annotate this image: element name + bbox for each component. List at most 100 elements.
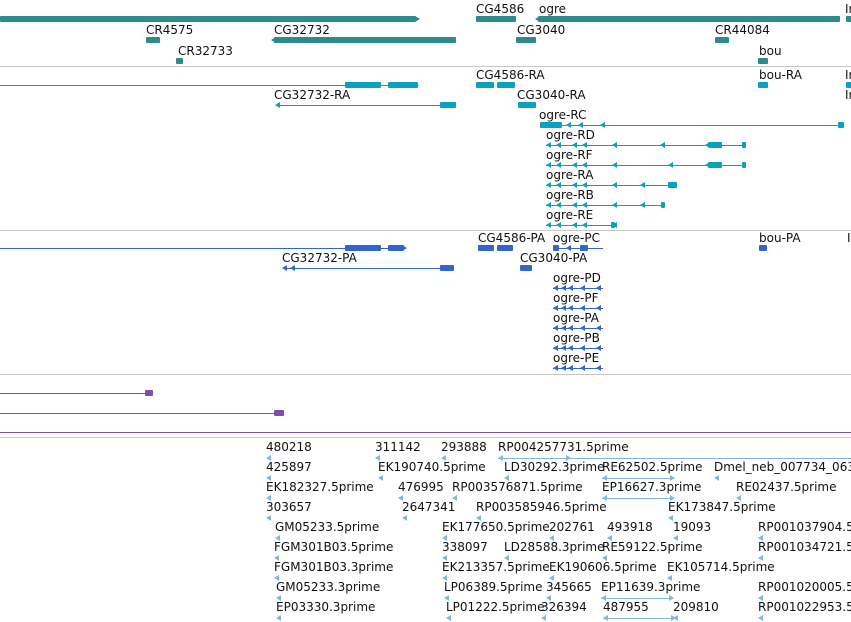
est-label[interactable]: RP001020005.5 bbox=[758, 580, 851, 594]
est-label[interactable]: FGM301B03.3prime bbox=[274, 560, 394, 574]
est-label[interactable]: EK190740.5prime bbox=[378, 460, 486, 474]
feature-block[interactable] bbox=[742, 142, 746, 148]
feature-block[interactable] bbox=[742, 162, 746, 168]
feature-block[interactable] bbox=[497, 245, 513, 251]
transcript-label[interactable]: CG3040-RA bbox=[517, 88, 586, 102]
est-label[interactable]: 2647341 bbox=[402, 500, 456, 514]
est-label[interactable]: EP11639.3prime bbox=[601, 580, 701, 594]
feature-block[interactable] bbox=[274, 410, 284, 416]
est-label[interactable]: 493918 bbox=[607, 520, 653, 534]
gene-label[interactable]: CR4575 bbox=[146, 23, 194, 37]
transcript-label[interactable]: ogre-RF bbox=[546, 148, 593, 162]
feature-block[interactable] bbox=[540, 122, 562, 128]
gene-feature[interactable] bbox=[715, 37, 729, 43]
est-label[interactable]: RP004257731.5prime bbox=[498, 440, 629, 454]
est-label[interactable]: GM05233.3prime bbox=[276, 580, 381, 594]
feature-block[interactable] bbox=[388, 82, 418, 88]
gene-feature[interactable] bbox=[146, 37, 160, 43]
transcript-label[interactable]: CG32732-RA bbox=[274, 88, 351, 102]
est-label[interactable]: 326394 bbox=[541, 600, 587, 614]
gene-label[interactable]: CR44084 bbox=[715, 23, 770, 37]
gene-feature[interactable] bbox=[758, 58, 768, 64]
transcript-label[interactable]: ogre-RE bbox=[546, 208, 594, 222]
protein-label[interactable]: CG4586-PA bbox=[478, 231, 546, 245]
est-label[interactable]: 345665 bbox=[546, 580, 592, 594]
est-label[interactable]: RP001022953.5 bbox=[758, 600, 851, 614]
gene-label[interactable]: Ir bbox=[845, 2, 851, 16]
est-label[interactable]: 303657 bbox=[266, 500, 312, 514]
est-label[interactable]: 202761 bbox=[549, 520, 595, 534]
est-label[interactable]: RP001037904.5 bbox=[758, 520, 851, 534]
protein-label[interactable]: ogre-PF bbox=[553, 291, 599, 305]
est-label[interactable]: LP06389.5prime bbox=[444, 580, 543, 594]
feature-block[interactable] bbox=[708, 162, 722, 168]
gene-feature[interactable] bbox=[538, 16, 840, 22]
gene-label[interactable]: CG3040 bbox=[517, 23, 566, 37]
est-label[interactable]: 19093 bbox=[673, 520, 712, 534]
gene-label[interactable]: CG4586 bbox=[476, 2, 525, 16]
transcript-label[interactable]: Ir bbox=[845, 88, 851, 102]
gene-label[interactable]: ogre bbox=[539, 2, 567, 16]
feature-block[interactable] bbox=[440, 265, 454, 271]
transcript-label[interactable]: CG4586-RA bbox=[476, 68, 545, 82]
transcript-label[interactable]: ogre-RC bbox=[539, 108, 587, 122]
protein-label[interactable]: ogre-PD bbox=[553, 271, 601, 285]
gene-feature[interactable] bbox=[274, 37, 456, 43]
feature-block[interactable] bbox=[476, 82, 494, 88]
feature-block[interactable] bbox=[673, 182, 677, 188]
est-label[interactable]: LD28588.3prime bbox=[504, 540, 605, 554]
est-label[interactable]: EP03330.3prime bbox=[276, 600, 376, 614]
protein-label[interactable]: ogre-PB bbox=[553, 331, 600, 345]
gene-feature[interactable] bbox=[0, 16, 416, 22]
feature-block[interactable] bbox=[518, 102, 536, 108]
est-label[interactable]: RE62502.5prime bbox=[602, 460, 703, 474]
protein-label[interactable]: ogre-PA bbox=[553, 311, 600, 325]
gene-label[interactable]: CR32733 bbox=[178, 44, 233, 58]
est-label[interactable]: 487955 bbox=[603, 600, 649, 614]
est-label[interactable]: 209810 bbox=[673, 600, 719, 614]
feature-block[interactable] bbox=[345, 82, 381, 88]
est-label[interactable]: RE02437.5prime bbox=[736, 480, 837, 494]
protein-label[interactable]: bou-PA bbox=[759, 231, 801, 245]
protein-label[interactable]: ogre-PC bbox=[553, 231, 600, 245]
est-label[interactable]: EP16627.3prime bbox=[602, 480, 702, 494]
est-label[interactable]: RE59122.5prime bbox=[602, 540, 703, 554]
transcript-label[interactable]: bou-RA bbox=[759, 68, 802, 82]
est-label[interactable]: EK213357.5prime bbox=[442, 560, 550, 574]
est-label[interactable]: 338097 bbox=[442, 540, 488, 554]
gene-label[interactable]: bou bbox=[759, 44, 782, 58]
est-label[interactable]: GM05233.5prime bbox=[275, 520, 380, 534]
protein-label[interactable]: CG3040-PA bbox=[520, 251, 588, 265]
est-label[interactable]: EK105714.5prime bbox=[667, 560, 775, 574]
est-label[interactable]: EK182327.5prime bbox=[266, 480, 374, 494]
est-label[interactable]: EK177650.5prime bbox=[442, 520, 550, 534]
feature-block[interactable] bbox=[520, 265, 532, 271]
feature-block[interactable] bbox=[846, 82, 851, 88]
est-label[interactable]: FGM301B03.5prime bbox=[274, 540, 394, 554]
feature-block[interactable] bbox=[345, 245, 381, 251]
gene-feature[interactable] bbox=[476, 16, 516, 22]
est-label[interactable]: EK173847.5prime bbox=[668, 500, 776, 514]
est-label[interactable]: 425897 bbox=[266, 460, 312, 474]
gene-label[interactable]: CG32732 bbox=[274, 23, 330, 37]
protein-label[interactable]: I bbox=[847, 231, 851, 245]
est-label[interactable]: 476995 bbox=[398, 480, 444, 494]
est-label[interactable]: RP003585946.5prime bbox=[476, 500, 607, 514]
protein-label[interactable]: CG32732-PA bbox=[282, 251, 357, 265]
transcript-label[interactable]: Ir bbox=[845, 68, 851, 82]
feature-block[interactable] bbox=[668, 182, 676, 188]
est-label[interactable]: EK190606.5prime bbox=[549, 560, 657, 574]
feature-block[interactable] bbox=[759, 245, 767, 251]
feature-block[interactable] bbox=[440, 102, 456, 108]
est-label[interactable]: Dmel_neb_007734_063 bbox=[714, 460, 851, 474]
feature-block[interactable] bbox=[497, 82, 515, 88]
est-label[interactable]: 293888 bbox=[441, 440, 487, 454]
feature-block[interactable] bbox=[478, 245, 494, 251]
protein-label[interactable]: ogre-PE bbox=[553, 351, 600, 365]
gene-feature[interactable] bbox=[176, 58, 183, 64]
feature-block[interactable] bbox=[838, 122, 844, 128]
est-label[interactable]: LP01222.5prime bbox=[446, 600, 545, 614]
feature-block[interactable] bbox=[611, 222, 615, 228]
est-label[interactable]: 311142 bbox=[375, 440, 421, 454]
feature-block[interactable] bbox=[145, 390, 153, 396]
